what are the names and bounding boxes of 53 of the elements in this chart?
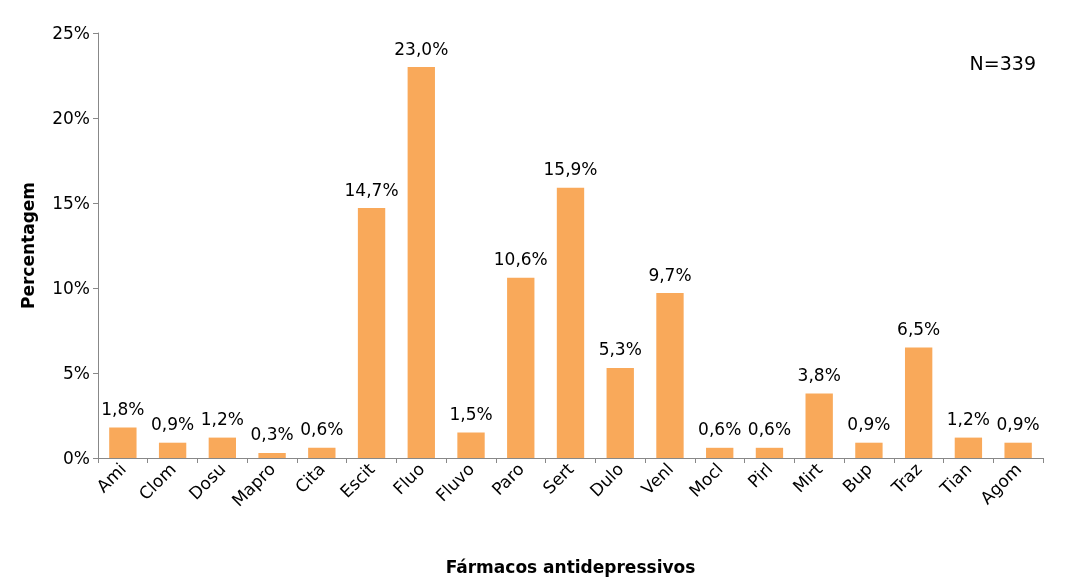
data-label: 5,3% bbox=[598, 339, 642, 360]
bar bbox=[308, 447, 336, 458]
bar bbox=[606, 367, 634, 458]
bar bbox=[556, 187, 585, 458]
y-tick-label: 5% bbox=[63, 363, 90, 383]
bar bbox=[805, 393, 833, 458]
data-label: 3,8% bbox=[797, 364, 841, 385]
x-tick-label: Traz bbox=[886, 458, 926, 498]
data-label: 0,9% bbox=[151, 414, 195, 435]
data-label: 0,6% bbox=[300, 419, 344, 440]
bar bbox=[109, 427, 137, 458]
bar bbox=[706, 447, 734, 458]
x-tick-label: Bup bbox=[838, 458, 876, 497]
bar bbox=[1004, 442, 1032, 458]
data-label: 0,9% bbox=[996, 414, 1040, 435]
bar bbox=[357, 208, 386, 458]
y-tick-label: 15% bbox=[52, 193, 90, 213]
y-axis-title: Percentagem bbox=[17, 181, 38, 310]
bar bbox=[457, 432, 485, 458]
bar bbox=[904, 347, 933, 458]
bar bbox=[507, 277, 535, 458]
bar bbox=[755, 447, 784, 458]
bar bbox=[954, 437, 983, 458]
data-label: 0,6% bbox=[747, 419, 792, 440]
data-label: 9,7% bbox=[648, 264, 692, 285]
x-tick-label: Pirl bbox=[743, 458, 777, 492]
data-label: 0,9% bbox=[847, 414, 891, 435]
y-tick-label: 25% bbox=[52, 23, 90, 43]
bar bbox=[208, 437, 237, 458]
data-label: 6,5% bbox=[897, 319, 941, 339]
y-tick-label: 0% bbox=[63, 448, 90, 468]
x-tick-label: Mirt bbox=[788, 458, 827, 497]
data-label: 10,6% bbox=[493, 249, 548, 270]
data-label: 1,2% bbox=[200, 409, 244, 430]
bar bbox=[855, 442, 883, 458]
y-tick-label: 20% bbox=[52, 108, 90, 128]
data-label: 1,2% bbox=[946, 409, 990, 430]
data-label: 1,5% bbox=[449, 404, 493, 424]
data-label: 1,8% bbox=[101, 398, 145, 419]
data-label: 15,9% bbox=[543, 159, 598, 180]
data-label: 0,3% bbox=[250, 424, 294, 445]
bar bbox=[656, 293, 684, 458]
x-axis-title: Fármacos antidepressivos bbox=[445, 556, 696, 577]
bar bbox=[158, 442, 187, 458]
x-tick-label: Cita bbox=[290, 458, 329, 497]
data-label: 14,7% bbox=[344, 179, 399, 200]
data-label: 23,0% bbox=[394, 38, 449, 59]
y-tick-label: 10% bbox=[52, 278, 90, 298]
bar bbox=[407, 67, 435, 458]
annotation: N=339 bbox=[969, 51, 1037, 74]
data-label: 0,6% bbox=[698, 419, 742, 440]
bar bbox=[258, 452, 286, 458]
x-tick-label: Tian bbox=[935, 458, 976, 500]
